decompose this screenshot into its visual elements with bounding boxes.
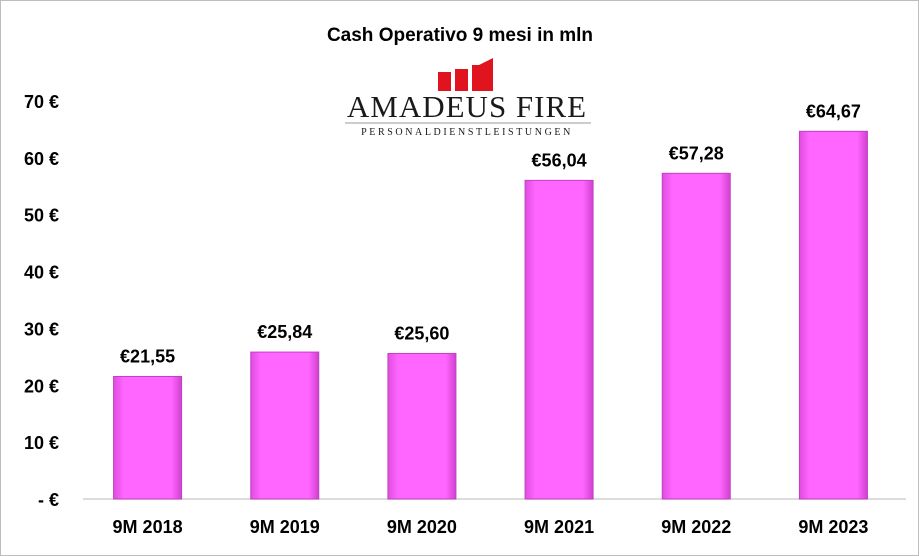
chart-title: Cash Operativo 9 mesi in mln xyxy=(327,25,593,46)
y-tick-label: 40 € xyxy=(24,263,59,283)
x-tick-label: 9M 2021 xyxy=(524,517,594,537)
x-tick-label: 9M 2020 xyxy=(387,517,457,537)
bar xyxy=(524,179,594,500)
data-label: €25,84 xyxy=(257,322,312,342)
logo-tagline: PERSONALDIENSTLEISTUNGEN xyxy=(361,127,573,138)
data-label: €25,60 xyxy=(394,323,449,343)
logo-bar xyxy=(438,72,451,91)
bar xyxy=(387,352,457,500)
y-tick-label: - € xyxy=(38,490,59,510)
y-axis: - € 10 € 20 € 30 € 40 € 50 € 60 € 70 € xyxy=(24,92,59,510)
y-tick-label: 50 € xyxy=(24,206,59,226)
x-tick-label: 9M 2023 xyxy=(798,517,868,537)
bars: €21,55 9M 2018 €25,84 9M 2019 €25,60 9M 2020 €… xyxy=(113,101,869,537)
x-tick-label: 9M 2022 xyxy=(661,517,731,537)
bar xyxy=(250,351,320,500)
data-label: €56,04 xyxy=(532,150,587,170)
x-tick-label: 9M 2018 xyxy=(113,517,183,537)
y-tick-label: 70 € xyxy=(24,92,59,112)
bar xyxy=(113,375,183,500)
logo: AMADEUS FIRE PERSONALDIENSTLEISTUNGEN xyxy=(345,58,591,138)
bar xyxy=(798,130,868,500)
y-tick-label: 30 € xyxy=(24,319,59,339)
y-tick-label: 10 € xyxy=(24,433,59,453)
logo-bar xyxy=(455,69,468,91)
data-label: €21,55 xyxy=(120,346,175,366)
y-tick-label: 20 € xyxy=(24,376,59,396)
logo-bar xyxy=(479,58,493,91)
x-tick-label: 9M 2019 xyxy=(250,517,320,537)
bar xyxy=(661,172,731,500)
data-label: €57,28 xyxy=(669,143,724,163)
data-label: €64,67 xyxy=(806,101,861,121)
logo-wordmark: AMADEUS FIRE xyxy=(347,89,587,124)
y-tick-label: 60 € xyxy=(24,149,59,169)
